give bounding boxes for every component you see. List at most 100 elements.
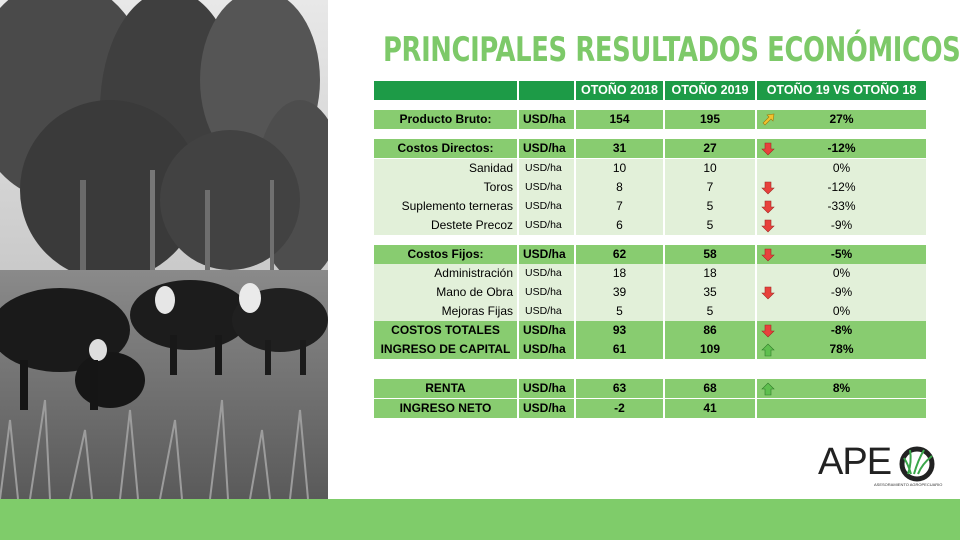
header-comparison: OTOÑO 19 VS OTOÑO 18 <box>757 81 926 100</box>
logo-tagline: ASESORAMIENTO AGROPECUARIO <box>874 482 943 487</box>
row-label: Mejoras Fijas <box>374 302 519 321</box>
change-percent: 0% <box>832 161 851 175</box>
change-percent: 0% <box>832 304 851 318</box>
comparison-cell: -8% <box>757 321 926 340</box>
row-unit: USD/ha <box>519 159 576 178</box>
arrow-down-icon <box>760 285 776 301</box>
value-2018: 63 <box>576 379 665 398</box>
row-unit: USD/ha <box>519 178 576 197</box>
arrow-down-icon <box>760 247 776 263</box>
value-2018: 5 <box>576 302 665 321</box>
table-row: INGRESO NETO USD/ha -2 41 <box>374 399 926 418</box>
value-2019: 109 <box>665 340 757 359</box>
comparison-cell: 78% <box>757 340 926 359</box>
change-percent: -12% <box>827 180 856 194</box>
row-label: INGRESO NETO <box>374 399 519 418</box>
table-row: Toros USD/ha 8 7 -12% <box>374 178 926 197</box>
row-unit: USD/ha <box>519 197 576 216</box>
row-spacer <box>374 237 926 245</box>
comparison-cell: -5% <box>757 245 926 264</box>
table-row: Mano de Obra USD/ha 39 35 -9% <box>374 283 926 302</box>
value-2018: 18 <box>576 264 665 283</box>
row-unit: USD/ha <box>519 110 576 129</box>
table-row: Costos Directos: USD/ha 31 27 -12% <box>374 139 926 158</box>
row-label: Producto Bruto: <box>374 110 519 129</box>
table-row: Destete Precoz USD/ha 6 5 -9% <box>374 216 926 235</box>
table-row: RENTA USD/ha 63 68 8% <box>374 379 926 398</box>
change-percent: -33% <box>827 199 856 213</box>
table-row: Costos Fijos: USD/ha 62 58 -5% <box>374 245 926 264</box>
row-label: Administración <box>374 264 519 283</box>
comparison-cell <box>757 399 926 418</box>
value-2018: 61 <box>576 340 665 359</box>
value-2019: 5 <box>665 216 757 235</box>
header-otono-2018: OTOÑO 2018 <box>576 81 665 100</box>
change-percent: -12% <box>827 141 856 155</box>
grass-circle-icon <box>899 446 935 482</box>
row-label: Mano de Obra <box>374 283 519 302</box>
arrow-down-icon <box>760 323 776 339</box>
comparison-cell: -9% <box>757 216 926 235</box>
arrow-up-icon <box>760 342 776 358</box>
value-2019: 7 <box>665 178 757 197</box>
value-2018: 93 <box>576 321 665 340</box>
change-percent: 27% <box>829 112 854 126</box>
comparison-cell: -9% <box>757 283 926 302</box>
comparison-cell: 0% <box>757 264 926 283</box>
arrow-down-icon <box>760 218 776 234</box>
arrow-down-icon <box>760 141 776 157</box>
arrow-down-icon <box>760 199 776 215</box>
row-label: Sanidad <box>374 159 519 178</box>
row-unit: USD/ha <box>519 139 576 158</box>
logo-text: APE <box>818 441 892 483</box>
header-col0 <box>374 81 519 100</box>
arrow-up-icon <box>760 381 776 397</box>
row-label: Destete Precoz <box>374 216 519 235</box>
row-spacer <box>374 361 926 369</box>
value-2018: 154 <box>576 110 665 129</box>
row-unit: USD/ha <box>519 321 576 340</box>
row-label: Costos Directos: <box>374 139 519 158</box>
row-unit: USD/ha <box>519 379 576 398</box>
comparison-cell: 0% <box>757 159 926 178</box>
value-2019: 5 <box>665 197 757 216</box>
row-unit: USD/ha <box>519 216 576 235</box>
value-2019: 68 <box>665 379 757 398</box>
header-otono-2019: OTOÑO 2019 <box>665 81 757 100</box>
comparison-cell: 8% <box>757 379 926 398</box>
table-row: Administración USD/ha 18 18 0% <box>374 264 926 283</box>
value-2018: 10 <box>576 159 665 178</box>
value-2019: 18 <box>665 264 757 283</box>
row-label: Costos Fijos: <box>374 245 519 264</box>
value-2018: 6 <box>576 216 665 235</box>
row-label: COSTOS TOTALES <box>374 321 519 340</box>
table-row: Suplemento terneras USD/ha 7 5 -33% <box>374 197 926 216</box>
change-percent: 8% <box>832 381 851 395</box>
value-2018: 31 <box>576 139 665 158</box>
comparison-cell: -12% <box>757 139 926 158</box>
comparison-cell: 0% <box>757 302 926 321</box>
change-percent: -9% <box>830 218 853 232</box>
value-2019: 58 <box>665 245 757 264</box>
row-unit: USD/ha <box>519 245 576 264</box>
row-label: INGRESO DE CAPITAL <box>374 340 519 359</box>
row-unit: USD/ha <box>519 264 576 283</box>
value-2018: 7 <box>576 197 665 216</box>
row-unit: USD/ha <box>519 283 576 302</box>
change-percent: 78% <box>829 342 854 356</box>
row-label: Toros <box>374 178 519 197</box>
change-percent: -5% <box>830 247 853 261</box>
arrow-down-icon <box>760 180 776 196</box>
table-row: Mejoras Fijas USD/ha 5 5 0% <box>374 302 926 321</box>
row-unit: USD/ha <box>519 340 576 359</box>
row-unit: USD/ha <box>519 399 576 418</box>
value-2018: 39 <box>576 283 665 302</box>
value-2018: -2 <box>576 399 665 418</box>
row-unit: USD/ha <box>519 302 576 321</box>
row-label: Suplemento terneras <box>374 197 519 216</box>
value-2019: 195 <box>665 110 757 129</box>
value-2019: 27 <box>665 139 757 158</box>
value-2019: 10 <box>665 159 757 178</box>
value-2019: 41 <box>665 399 757 418</box>
comparison-cell: -33% <box>757 197 926 216</box>
